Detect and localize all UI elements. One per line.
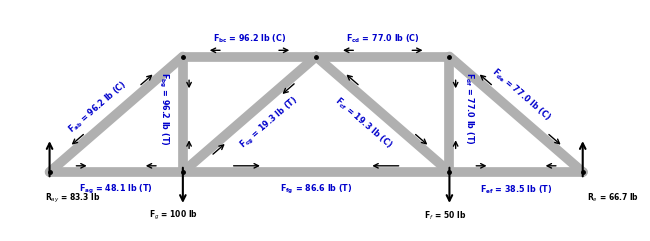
Text: $\mathbf{F_{cg}}$ = 19.3 lb (T): $\mathbf{F_{cg}}$ = 19.3 lb (T) <box>237 94 301 152</box>
Text: $\mathbf{F_{ef}}$ = 38.5 lb (T): $\mathbf{F_{ef}}$ = 38.5 lb (T) <box>480 184 552 196</box>
Text: $\mathbf{F_{ag}}$ = 48.1 lb (T): $\mathbf{F_{ag}}$ = 48.1 lb (T) <box>79 183 153 196</box>
Text: $\mathbf{F_{cd}}$ = 77.0 lb (C): $\mathbf{F_{cd}}$ = 77.0 lb (C) <box>346 33 420 45</box>
Text: R$_{ay}$ = 83.3 lb: R$_{ay}$ = 83.3 lb <box>45 192 101 205</box>
Text: $\mathbf{F_{cf}}$ = 19.3 lb (C): $\mathbf{F_{cf}}$ = 19.3 lb (C) <box>332 95 395 152</box>
Text: $\mathbf{F_{fg}}$ = 86.6 lb (T): $\mathbf{F_{fg}}$ = 86.6 lb (T) <box>280 183 352 196</box>
Text: F$_f$ = 50 lb: F$_f$ = 50 lb <box>424 209 466 222</box>
Text: $\mathbf{F_{de}}$ = 77.0 lb (C): $\mathbf{F_{de}}$ = 77.0 lb (C) <box>489 66 553 124</box>
Text: $\mathbf{F_{bc}}$ = 96.2 lb (C): $\mathbf{F_{bc}}$ = 96.2 lb (C) <box>213 33 286 45</box>
Text: R$_e$ = 66.7 lb: R$_e$ = 66.7 lb <box>587 192 639 204</box>
Text: $\mathbf{F_{df}}$ = 77.0 lb (T): $\mathbf{F_{df}}$ = 77.0 lb (T) <box>463 72 475 145</box>
Text: F$_g$ = 100 lb: F$_g$ = 100 lb <box>150 209 198 222</box>
Text: $\mathbf{F_{bg}}$ = 96.2 lb (T): $\mathbf{F_{bg}}$ = 96.2 lb (T) <box>157 72 170 145</box>
Text: $\mathbf{F_{ab}}$ = 96.2 lb (C): $\mathbf{F_{ab}}$ = 96.2 lb (C) <box>66 78 130 135</box>
